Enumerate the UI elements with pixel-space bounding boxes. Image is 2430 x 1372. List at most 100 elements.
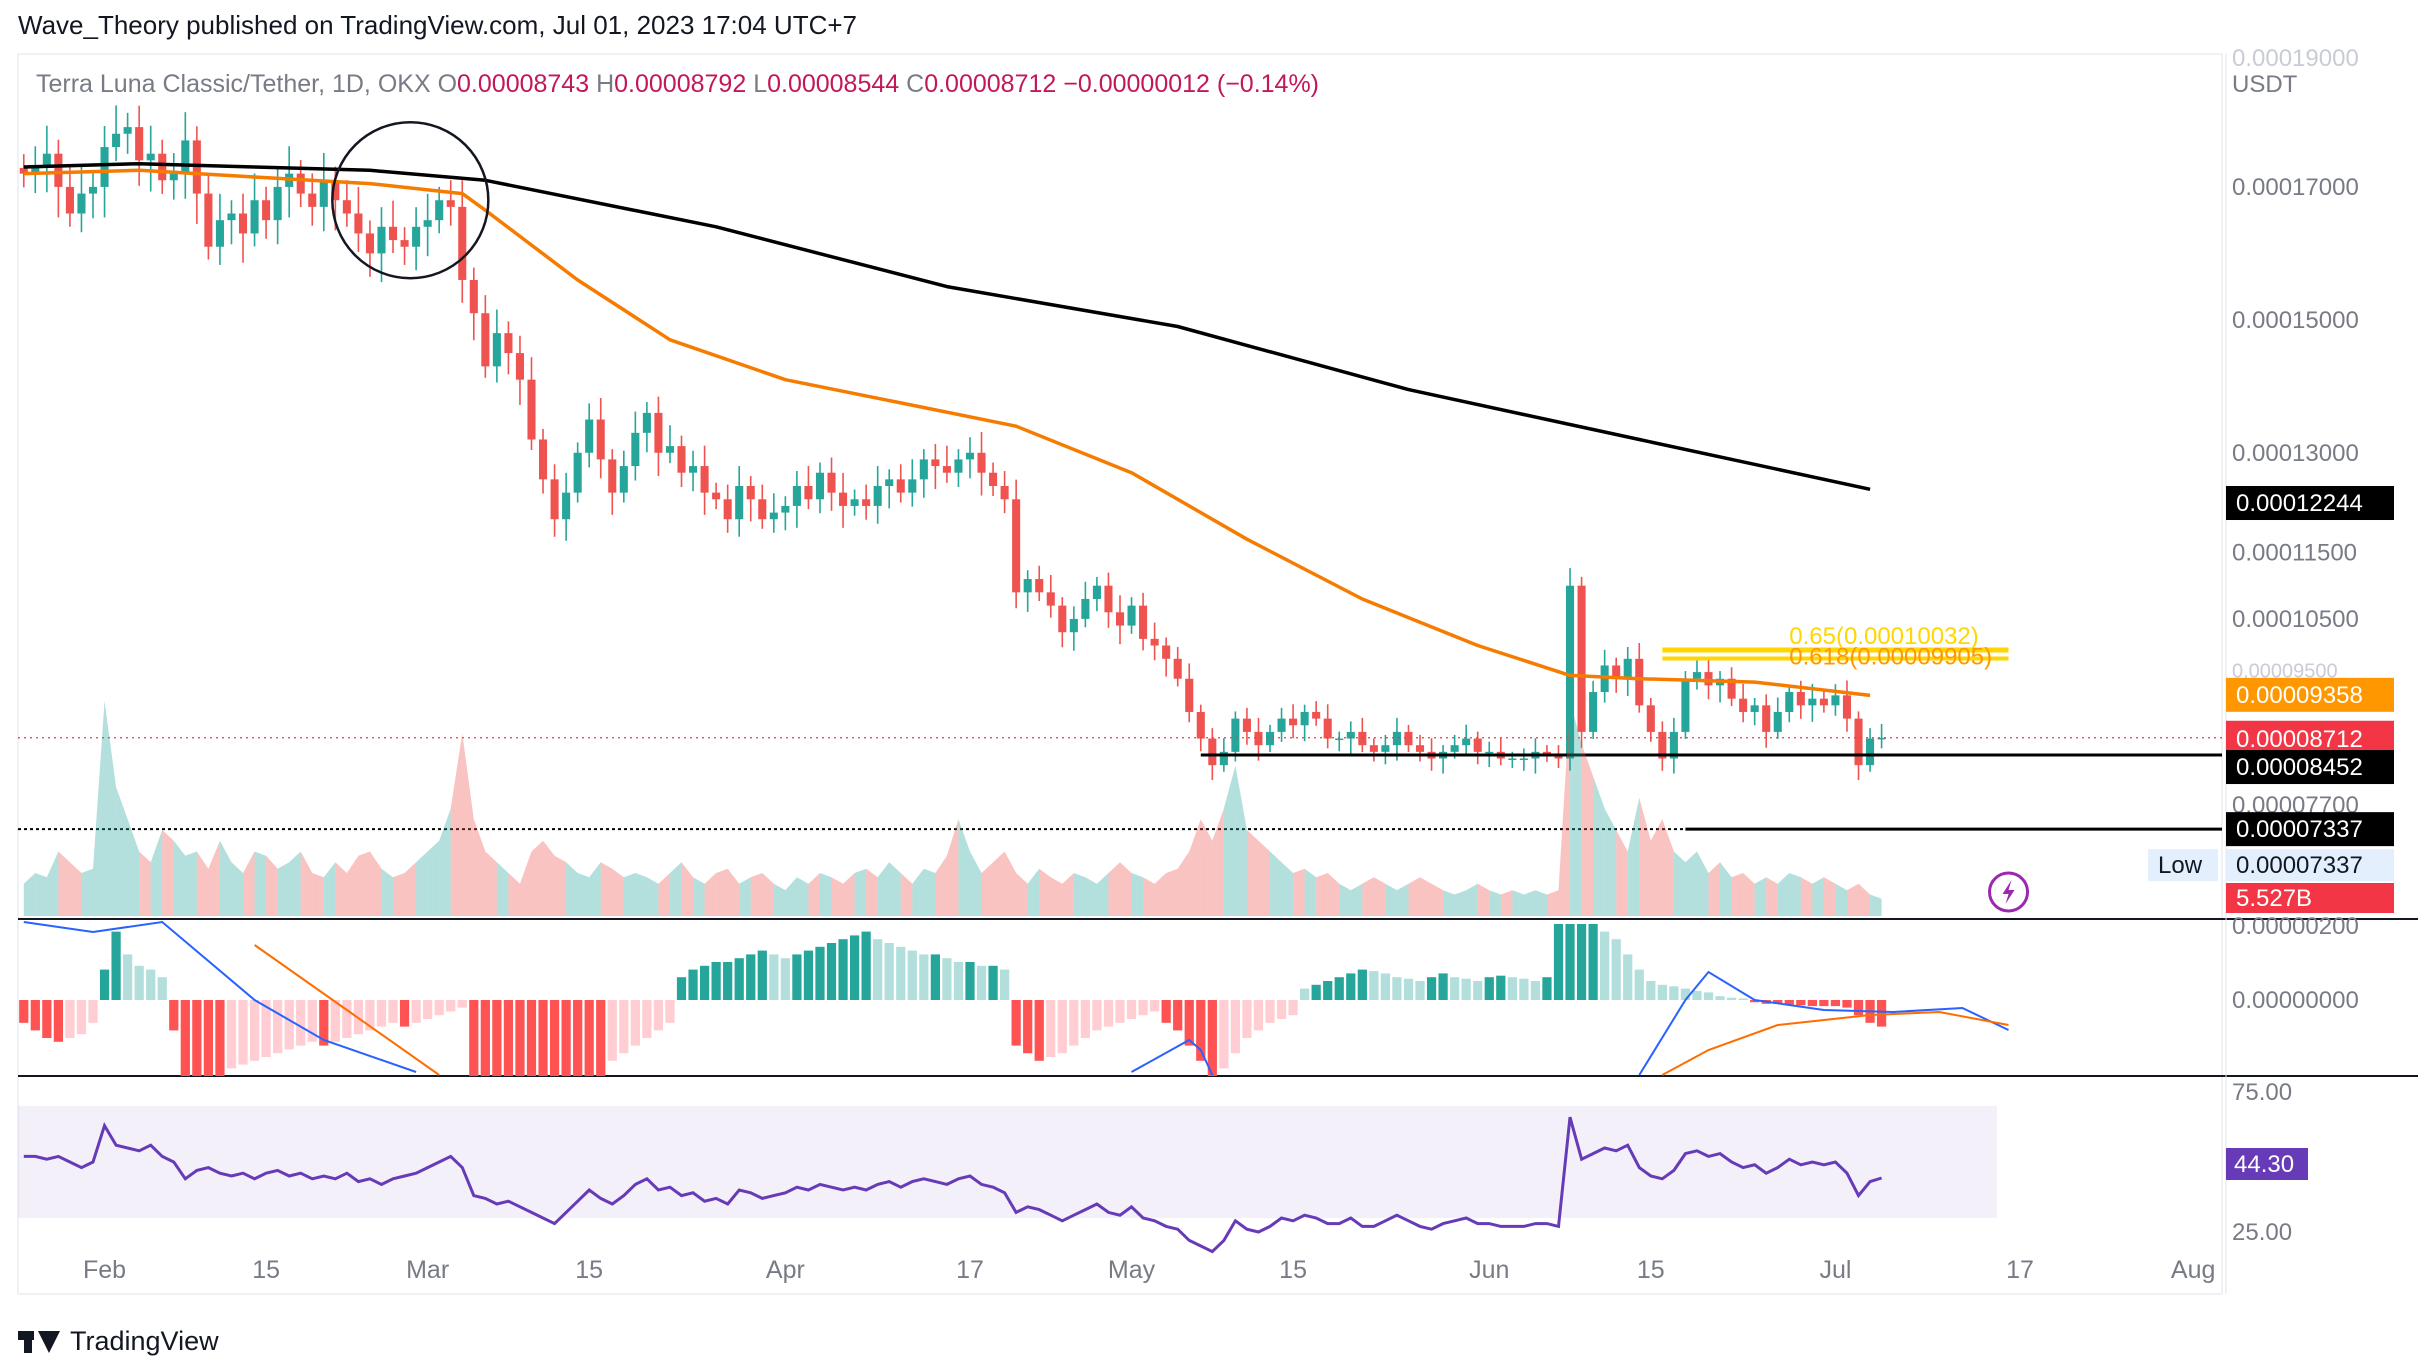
- candle-down[interactable]: [1046, 592, 1055, 606]
- candle-up[interactable]: [1081, 598, 1090, 619]
- candle-up[interactable]: [562, 492, 571, 520]
- candle-down[interactable]: [839, 492, 848, 506]
- candle-up[interactable]: [769, 512, 778, 520]
- candle-up[interactable]: [123, 127, 132, 134]
- candle-down[interactable]: [827, 472, 836, 493]
- candle-up[interactable]: [1069, 618, 1078, 633]
- candle-up[interactable]: [435, 200, 444, 221]
- candle-up[interactable]: [689, 466, 698, 473]
- candle-up[interactable]: [169, 173, 178, 181]
- candle-up[interactable]: [492, 333, 501, 367]
- candle-up[interactable]: [850, 499, 859, 506]
- candle-down[interactable]: [1196, 711, 1205, 739]
- candle-up[interactable]: [146, 153, 155, 161]
- candle-up[interactable]: [1508, 758, 1517, 760]
- candle-up[interactable]: [1692, 672, 1702, 679]
- candle-up[interactable]: [642, 412, 651, 433]
- candle-up[interactable]: [1462, 738, 1471, 746]
- candle-up[interactable]: [100, 147, 109, 187]
- candle-down[interactable]: [238, 213, 248, 234]
- candle-down[interactable]: [1139, 605, 1148, 639]
- candle-down[interactable]: [746, 486, 755, 500]
- candle-down[interactable]: [1739, 698, 1748, 712]
- candle-up[interactable]: [665, 446, 675, 453]
- candle-down[interactable]: [1254, 731, 1263, 746]
- candle-down[interactable]: [504, 333, 513, 354]
- candle-down[interactable]: [1104, 585, 1113, 613]
- candle-down[interactable]: [19, 167, 28, 174]
- candle-up[interactable]: [423, 220, 432, 227]
- candle-down[interactable]: [608, 459, 617, 493]
- candle-up[interactable]: [781, 505, 790, 513]
- candle-up[interactable]: [1565, 585, 1575, 759]
- candle-down[interactable]: [758, 499, 767, 520]
- candle-down[interactable]: [804, 486, 813, 500]
- circle-annotation[interactable]: [331, 120, 490, 280]
- candle-down[interactable]: [1646, 705, 1655, 732]
- candle-down[interactable]: [1242, 718, 1251, 732]
- candle-down[interactable]: [862, 499, 871, 506]
- candle-down[interactable]: [1358, 731, 1367, 746]
- rsi-pane[interactable]: [18, 1106, 1997, 1254]
- candle-down[interactable]: [527, 379, 536, 440]
- candle-up[interactable]: [112, 133, 121, 148]
- candle-down[interactable]: [1762, 705, 1771, 732]
- candle-up[interactable]: [1392, 731, 1401, 746]
- candle-up[interactable]: [1589, 692, 1598, 732]
- candle-up[interactable]: [1300, 711, 1309, 726]
- currency-label[interactable]: USDT: [2232, 71, 2298, 98]
- candle-up[interactable]: [1485, 751, 1494, 754]
- candle-down[interactable]: [158, 153, 167, 181]
- candle-down[interactable]: [262, 200, 271, 221]
- candle-down[interactable]: [1000, 486, 1009, 500]
- candle-down[interactable]: [1312, 711, 1321, 719]
- candle-up[interactable]: [1265, 731, 1275, 746]
- candle-up[interactable]: [954, 459, 963, 473]
- candle-down[interactable]: [135, 127, 144, 161]
- candle-up[interactable]: [908, 479, 917, 493]
- candle-up[interactable]: [250, 200, 259, 234]
- candle-down[interactable]: [1173, 658, 1182, 679]
- candle-down[interactable]: [1289, 718, 1298, 726]
- candle-up[interactable]: [1346, 731, 1355, 739]
- candle-down[interactable]: [342, 200, 351, 214]
- candle-down[interactable]: [204, 193, 213, 247]
- candle-down[interactable]: [712, 492, 721, 500]
- candle-down[interactable]: [1415, 745, 1425, 752]
- candle-up[interactable]: [377, 226, 386, 254]
- candle-down[interactable]: [1854, 718, 1863, 766]
- symbol-name[interactable]: Terra Luna Classic/Tether, 1D, OKX: [36, 70, 431, 98]
- candle-up[interactable]: [227, 213, 236, 221]
- candle-down[interactable]: [538, 439, 548, 480]
- candle-down[interactable]: [989, 472, 998, 486]
- candle-down[interactable]: [1150, 638, 1159, 646]
- candle-down[interactable]: [677, 446, 686, 473]
- candle-up[interactable]: [585, 419, 594, 453]
- candle-up[interactable]: [1866, 738, 1875, 766]
- candle-down[interactable]: [1577, 585, 1586, 732]
- candle-down[interactable]: [400, 240, 409, 247]
- candle-up[interactable]: [873, 486, 882, 506]
- candle-down[interactable]: [942, 466, 951, 473]
- candle-up[interactable]: [1381, 745, 1390, 752]
- candle-down[interactable]: [1819, 698, 1828, 706]
- price-axis[interactable]: 0.00017000 0.00015000 0.00013000 0.00011500…: [2148, 45, 2394, 1246]
- candle-up[interactable]: [619, 466, 628, 493]
- candle-up[interactable]: [1877, 737, 1886, 740]
- candle-down[interactable]: [1012, 499, 1021, 593]
- candle-down[interactable]: [1369, 745, 1378, 752]
- candle-down[interactable]: [458, 206, 467, 280]
- candle-down[interactable]: [1727, 678, 1736, 699]
- candle-up[interactable]: [631, 432, 640, 467]
- candle-down[interactable]: [1404, 731, 1413, 746]
- candle-up[interactable]: [1450, 745, 1459, 752]
- candle-up[interactable]: [792, 486, 801, 506]
- candle-down[interactable]: [54, 153, 63, 187]
- candle-down[interactable]: [331, 180, 340, 201]
- candle-down[interactable]: [1473, 738, 1482, 752]
- candle-down[interactable]: [1612, 665, 1621, 679]
- candle-down[interactable]: [515, 353, 524, 380]
- candle-down[interactable]: [1115, 612, 1125, 626]
- candle-up[interactable]: [88, 186, 98, 194]
